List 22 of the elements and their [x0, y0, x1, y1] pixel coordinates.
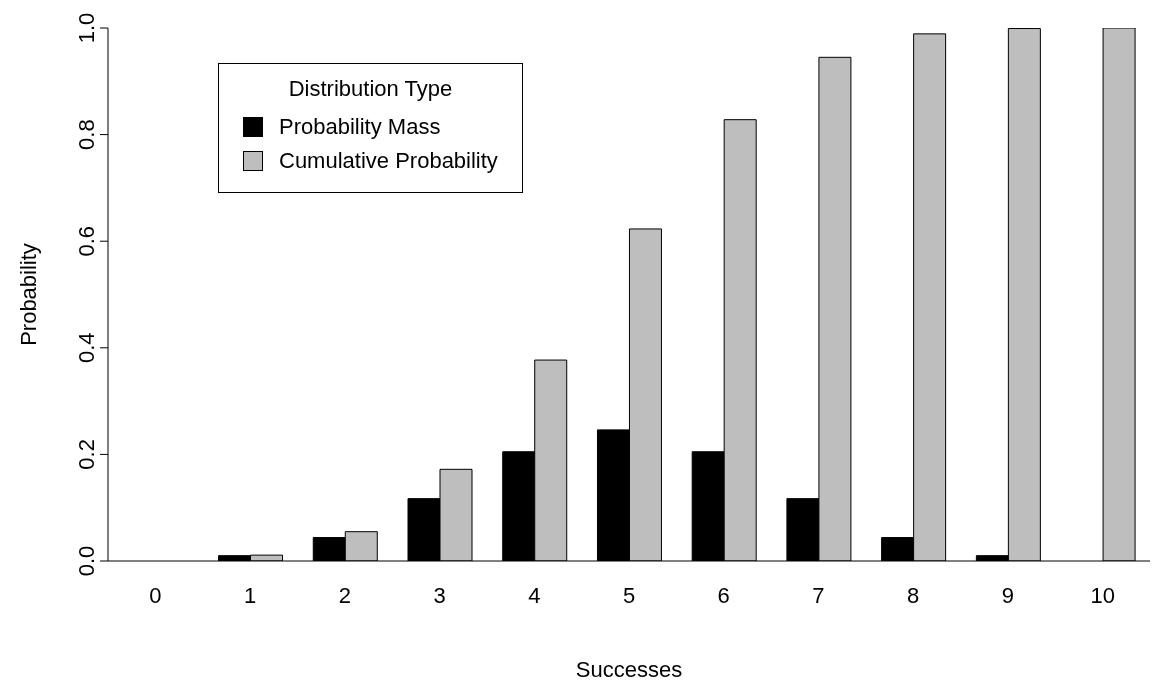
legend-title: Distribution Type	[287, 76, 454, 102]
x-tick-label: 10	[1090, 582, 1115, 608]
y-tick-label: 0.6	[74, 225, 99, 257]
x-axis-title: Successes	[575, 656, 683, 682]
x-tick-label: 6	[717, 582, 730, 608]
y-tick-label: 0.2	[74, 439, 99, 470]
legend-label: Probability Mass	[279, 113, 441, 141]
x-tick-label: 1	[243, 582, 257, 608]
x-tick-label: 9	[1001, 582, 1015, 608]
y-tick-label: 1.0	[74, 12, 99, 44]
y-tick-label: 0.8	[74, 119, 99, 150]
x-tick-label: 7	[812, 582, 825, 608]
y-tick-label: 0.4	[74, 332, 99, 364]
x-tick-label: 4	[528, 582, 541, 608]
x-tick-label: 0	[149, 582, 162, 608]
legend-label: Cumulative Probability	[279, 147, 498, 175]
y-axis-title: Probability	[15, 243, 41, 346]
x-tick-label: 8	[907, 582, 920, 608]
y-tick-label: 0.0	[74, 545, 99, 577]
x-tick-label: 5	[622, 582, 636, 608]
x-tick-label: 3	[433, 582, 446, 608]
x-tick-label: 2	[338, 582, 351, 608]
